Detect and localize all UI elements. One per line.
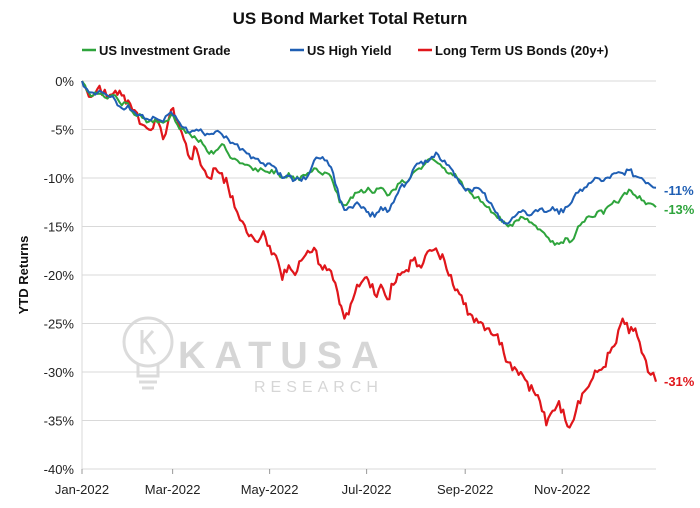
legend-entry: Long Term US Bonds (20y+) <box>435 43 608 58</box>
y-tick-label: -10% <box>44 171 75 186</box>
y-tick-label: -5% <box>51 123 75 138</box>
watermark: KATUSA RESEARCH <box>122 316 388 396</box>
legend-entry: US High Yield <box>307 43 392 58</box>
y-tick-label: 0% <box>55 74 74 89</box>
chart-title: US Bond Market Total Return <box>233 9 468 28</box>
axes: 0% -5% -10% -15% -20% -25% -30% -35% -40% Jan-202… <box>44 74 591 497</box>
y-tick-label: -15% <box>44 220 75 235</box>
end-labels: -13% -11% -31% <box>664 183 695 389</box>
x-tick-label: Jul-2022 <box>342 482 392 497</box>
y-tick-label: -35% <box>44 414 75 429</box>
y-tick-label: -40% <box>44 462 75 477</box>
series-line <box>81 80 657 246</box>
y-tick-label: -25% <box>44 317 75 332</box>
end-value-label: -31% <box>664 374 695 389</box>
series-line <box>81 80 657 225</box>
y-axis-label: YTD Returns <box>16 236 31 315</box>
x-tick-label: Jan-2022 <box>55 482 109 497</box>
watermark-subtitle: RESEARCH <box>254 379 383 396</box>
grid-lines <box>81 80 656 470</box>
end-value-label: -13% <box>664 202 695 217</box>
x-tick-label: Sep-2022 <box>437 482 493 497</box>
x-tick-label: Mar-2022 <box>145 482 201 497</box>
series-line <box>81 80 658 429</box>
series-lines <box>81 80 658 429</box>
y-tick-label: -30% <box>44 365 75 380</box>
y-tick-label: -20% <box>44 268 75 283</box>
watermark-name: KATUSA <box>178 335 388 377</box>
x-tick-label: May-2022 <box>241 482 299 497</box>
legend-entry: US Investment Grade <box>99 43 231 58</box>
lightbulb-k-icon <box>122 316 174 390</box>
end-value-label: -11% <box>664 183 694 198</box>
legend: US Investment Grade US High Yield Long Ter… <box>82 43 608 58</box>
x-tick-label: Nov-2022 <box>534 482 590 497</box>
